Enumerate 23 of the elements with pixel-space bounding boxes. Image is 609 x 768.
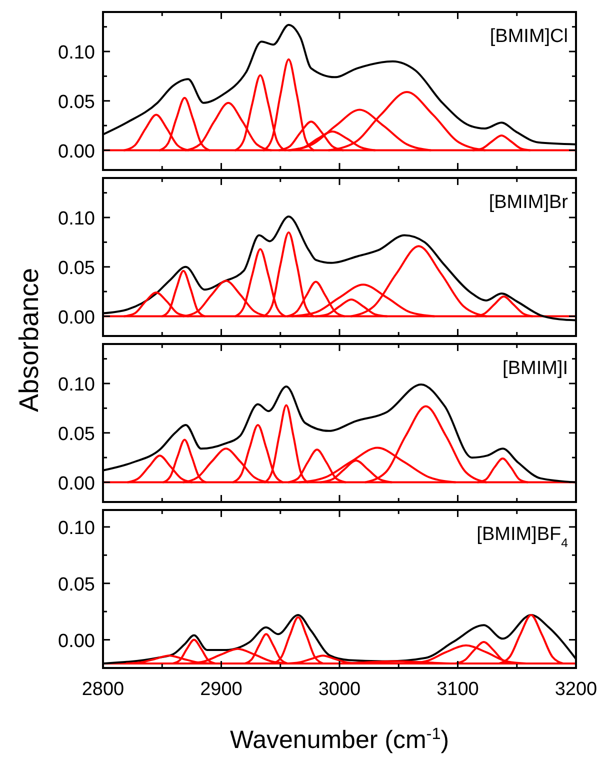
y-tick-label: 0.00 xyxy=(58,141,95,162)
y-tick-label: 0.05 xyxy=(58,258,95,279)
y-tick-label: 0.05 xyxy=(58,424,95,445)
x-tick-label: 3100 xyxy=(436,679,479,700)
y-axis-title: Absorbance xyxy=(14,268,44,412)
x-axis-title: Wavenumber (cm$^{-1}$) xyxy=(230,725,450,754)
text: [BMIM]BF$_{4}$ xyxy=(476,524,568,550)
text: [BMIM]Cl xyxy=(490,26,568,47)
x-tick-label: 3200 xyxy=(554,679,598,700)
x-tick-label: 2800 xyxy=(82,679,124,700)
y-tick-label: 0.10 xyxy=(58,42,95,64)
y-tick-label: 0.00 xyxy=(58,473,95,494)
y-tick-label: 0.00 xyxy=(58,630,95,652)
y-tick-label: 0.10 xyxy=(58,518,95,539)
y-tick-label: 0.05 xyxy=(58,574,95,596)
text: [BMIM]Br xyxy=(488,192,569,213)
y-tick-label: 0.10 xyxy=(58,374,95,396)
y-tick-label: 0.05 xyxy=(58,92,95,113)
y-tick-label: 0.00 xyxy=(58,307,95,328)
x-tick-label: 2900 xyxy=(200,679,242,700)
y-tick-label: 0.10 xyxy=(58,208,95,230)
x-tick-label: 3000 xyxy=(318,679,361,700)
text: [BMIM]I xyxy=(502,358,568,379)
